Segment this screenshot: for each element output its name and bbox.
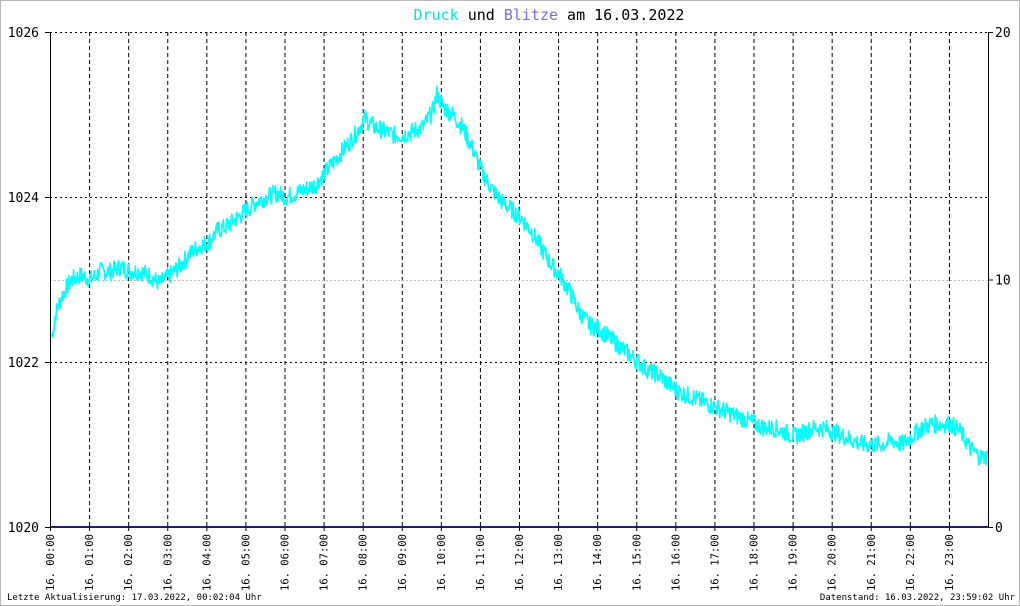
x-tick-label: 16. 12:00 — [514, 534, 526, 591]
x-tick-label: 16. 20:00 — [827, 534, 839, 591]
x-tick-label: 16. 23:00 — [944, 534, 956, 591]
x-tick-label: 16. 04:00 — [201, 534, 213, 591]
x-tick-label: 16. 19:00 — [788, 534, 800, 591]
y-left-ticks: 1020 1022 1024 1026 — [8, 26, 50, 536]
x-tick-label: 16. 03:00 — [162, 534, 174, 591]
data-status-text: Datenstand: 16.03.2022, 23:59:02 Uhr — [819, 593, 1015, 603]
title-part: Blitze — [504, 6, 558, 24]
grid — [50, 32, 988, 527]
x-tick-label: 16. 01:00 — [84, 534, 96, 591]
chart-title: Druck und Blitze am 16.03.2022 — [414, 6, 685, 24]
title-part: und — [459, 6, 504, 24]
x-tick-label: 16. 07:00 — [319, 534, 331, 591]
title-part: am 16.03.2022 — [558, 6, 684, 24]
y-left-tick-label: 1026 — [8, 26, 39, 41]
y-left-tick-label: 1022 — [8, 356, 39, 371]
x-tick-label: 16. 09:00 — [397, 534, 409, 591]
y-left-tick-label: 1024 — [8, 191, 39, 206]
x-tick-label: 16. 15:00 — [631, 534, 643, 591]
x-tick-label: 16. 22:00 — [905, 534, 917, 591]
y-right-ticks: 0 10 20 — [988, 26, 1011, 536]
x-tick-label: 16. 21:00 — [866, 534, 878, 591]
title-part: Druck — [414, 6, 459, 24]
last-update-text: Letzte Aktualisierung: 17.03.2022, 00:02… — [7, 593, 262, 603]
x-tick-label: 16. 05:00 — [240, 534, 252, 591]
x-tick-label: 16. 11:00 — [475, 534, 487, 591]
x-tick-label: 16. 18:00 — [749, 534, 761, 591]
x-tick-label: 16. 13:00 — [553, 534, 565, 591]
y-left-tick-label: 1020 — [8, 521, 39, 536]
x-tick-label: 16. 06:00 — [280, 534, 292, 591]
x-tick-label: 16. 16:00 — [670, 534, 682, 591]
y-right-tick-label: 0 — [995, 521, 1003, 536]
x-tick-label: 16. 00:00 — [45, 534, 57, 591]
x-tick-label: 16. 10:00 — [436, 534, 448, 591]
y-right-tick-label: 10 — [995, 274, 1011, 289]
x-tick-label: 16. 02:00 — [123, 534, 135, 591]
x-tick-label: 16. 14:00 — [592, 534, 604, 591]
y-right-tick-label: 20 — [995, 26, 1011, 41]
series-line-druck — [51, 85, 989, 466]
x-tick-label: 16. 08:00 — [358, 534, 370, 591]
x-tick-label: 16. 17:00 — [709, 534, 721, 591]
x-ticks: 16. 00:00 16. 01:00 16. 02:00 16. 03:00 16. … — [45, 527, 956, 591]
